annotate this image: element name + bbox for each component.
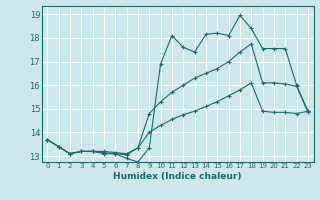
X-axis label: Humidex (Indice chaleur): Humidex (Indice chaleur): [113, 172, 242, 181]
